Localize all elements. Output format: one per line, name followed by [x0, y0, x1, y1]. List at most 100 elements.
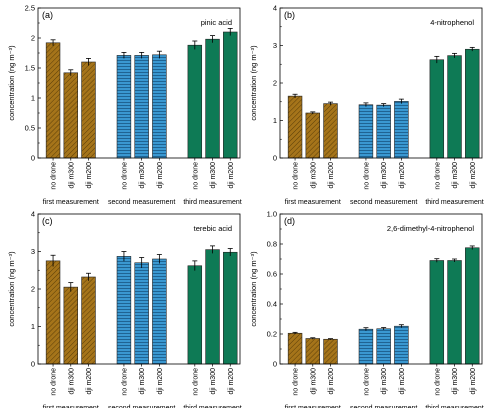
y-tick-label: 0 — [273, 360, 277, 369]
bar — [116, 55, 132, 159]
x-tick-label: dji m300 — [310, 162, 317, 189]
bar — [134, 262, 149, 365]
group-label: second measurement — [108, 199, 175, 206]
chart-panel-4: no drone dji m300 dji m200 no drone dji m300… — [249, 210, 484, 408]
x-tick-label: no drone — [293, 162, 300, 190]
bar — [465, 247, 480, 365]
x-tick-label: dji m300 — [68, 368, 75, 395]
chart-panel-2: no drone dji m300 dji m200 no drone dji m300… — [249, 4, 484, 206]
bar — [358, 104, 374, 159]
y-tick-label: 0.8 — [267, 240, 277, 249]
x-tick-label: no drone — [51, 368, 58, 396]
x-tick-label: no drone — [434, 162, 441, 190]
bar — [429, 59, 445, 159]
y-tick-label: 0.5 — [25, 124, 35, 133]
x-tick-label: dji m200 — [86, 162, 93, 189]
x-tick-label: dji m200 — [399, 368, 406, 395]
bar — [447, 260, 462, 365]
panel-title: terebic acid — [194, 224, 232, 233]
y-tick-label: 2 — [31, 34, 35, 43]
x-tick-label: dji m200 — [228, 368, 235, 395]
x-tick-label: no drone — [51, 162, 58, 190]
x-tick-label: dji m300 — [381, 368, 388, 395]
bar — [116, 256, 132, 365]
bar — [223, 31, 238, 159]
bar — [187, 265, 203, 365]
x-tick-label: dji m200 — [470, 162, 477, 189]
bar — [152, 54, 167, 159]
group-label: first measurement — [285, 199, 341, 206]
group-label: first measurement — [43, 199, 99, 206]
y-axis-label: concentration (ng m⁻³) — [7, 251, 16, 327]
panel-label: (b) — [284, 10, 295, 20]
y-tick-label: 2 — [273, 79, 277, 88]
y-tick-label: 4 — [31, 210, 35, 219]
panel-title: pinic acid — [201, 18, 232, 27]
x-tick-label: dji m200 — [328, 162, 335, 189]
panel-label: (a) — [42, 10, 53, 20]
y-tick-label: 1 — [273, 116, 277, 125]
panel-title: 4-nitrophenol — [430, 18, 474, 27]
bar — [358, 328, 374, 365]
x-tick-label: dji m300 — [139, 368, 146, 395]
y-tick-label: 1 — [31, 94, 35, 103]
x-tick-label: dji m300 — [452, 368, 459, 395]
y-tick-label: 2.5 — [25, 4, 35, 13]
bar — [63, 286, 78, 365]
y-axis-label: concentration (ng m⁻³) — [249, 45, 258, 121]
bar — [394, 101, 409, 159]
group-label: second measurement — [350, 199, 417, 206]
x-tick-label: dji m200 — [328, 368, 335, 395]
bar — [376, 104, 391, 159]
group-label: third measurement — [425, 199, 483, 206]
y-tick-label: 3 — [31, 247, 35, 256]
y-tick-label: 3 — [273, 41, 277, 50]
panel-title: 2,6-dimethyl-4-nitrophenol — [387, 224, 474, 233]
bar — [447, 55, 462, 159]
x-tick-label: dji m200 — [157, 368, 164, 395]
bar — [323, 103, 338, 159]
bar — [223, 251, 238, 365]
group-label: third measurement — [183, 405, 241, 408]
bar — [287, 332, 303, 365]
x-tick-label: dji m300 — [310, 368, 317, 395]
y-tick-label: 0.4 — [267, 300, 277, 309]
y-tick-label: 2 — [31, 285, 35, 294]
x-tick-label: dji m200 — [470, 368, 477, 395]
x-tick-label: dji m300 — [139, 162, 146, 189]
x-tick-label: dji m200 — [157, 162, 164, 189]
x-tick-label: no drone — [293, 368, 300, 396]
bar — [465, 48, 480, 159]
x-tick-label: dji m200 — [86, 368, 93, 395]
bar — [187, 44, 203, 159]
x-tick-label: no drone — [363, 368, 370, 396]
group-label: second measurement — [350, 405, 417, 408]
group-label: first measurement — [285, 405, 341, 408]
x-tick-label: no drone — [192, 368, 199, 396]
bar — [63, 72, 78, 159]
bar — [205, 249, 220, 365]
x-tick-label: no drone — [121, 368, 128, 396]
y-axis-label: concentration (ng m⁻³) — [7, 45, 16, 121]
y-tick-label: 1.5 — [25, 64, 35, 73]
bar — [287, 95, 303, 159]
bar — [205, 38, 220, 159]
group-label: second measurement — [108, 405, 175, 408]
y-tick-label: 0 — [31, 360, 35, 369]
x-tick-label: dji m200 — [399, 162, 406, 189]
y-tick-label: 0 — [31, 154, 35, 163]
x-tick-label: dji m300 — [210, 162, 217, 189]
bar — [81, 276, 96, 365]
chart-panel-1: no drone dji m300 dji m200 no drone dji m300… — [7, 4, 242, 206]
x-tick-label: no drone — [434, 368, 441, 396]
x-tick-label: dji m300 — [381, 162, 388, 189]
y-tick-label: 4 — [273, 4, 277, 13]
y-axis-label: concentration (ng m⁻³) — [249, 251, 258, 327]
bar — [429, 260, 445, 365]
bar — [394, 325, 409, 365]
bar — [45, 260, 61, 365]
bar — [323, 338, 338, 365]
y-tick-label: 1 — [31, 322, 35, 331]
group-label: third measurement — [425, 405, 483, 408]
y-tick-label: 1.0 — [267, 210, 277, 219]
